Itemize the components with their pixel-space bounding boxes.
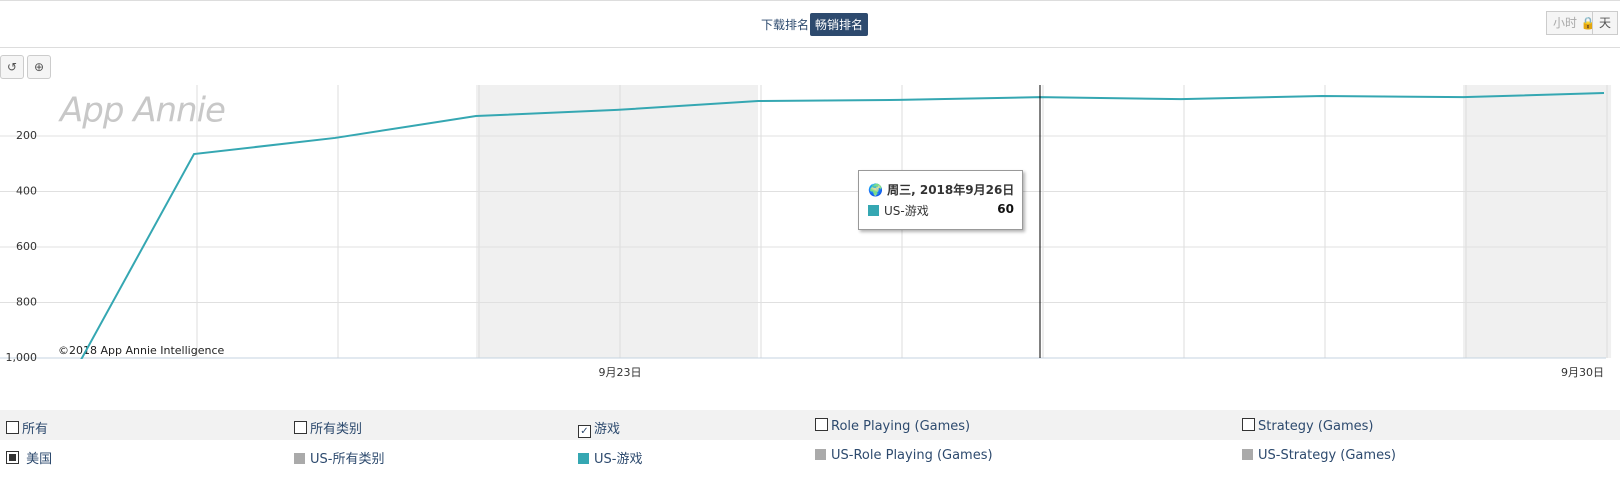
- legend-item[interactable]: US-Role Playing (Games): [815, 448, 993, 463]
- date: 周三, 2018年9月26日: [887, 183, 1015, 197]
- x-tick-label: 9月30日: [1561, 366, 1604, 379]
- series-line: [80, 91, 1605, 359]
- category-filter[interactable]: Strategy (Games): [1242, 418, 1373, 434]
- y-tick-label: 400: [16, 185, 37, 198]
- legend-item[interactable]: US-游戏: [578, 448, 642, 467]
- category-filter[interactable]: 所有类别: [294, 418, 362, 437]
- country-filter[interactable]: 美国: [6, 448, 52, 467]
- series-name: US-游戏: [884, 204, 929, 218]
- tooltip-date: 🌍 周三, 2018年9月26日: [868, 183, 1015, 197]
- tooltip-value: 60: [997, 202, 1014, 216]
- x-tick-label: 9月23日: [599, 366, 642, 379]
- category-filter[interactable]: ✓ 游戏: [578, 418, 620, 438]
- label: 游戏: [594, 422, 621, 437]
- day-button[interactable]: 天: [1592, 11, 1619, 35]
- label: Strategy (Games): [1258, 419, 1374, 434]
- label: US-所有类别: [310, 452, 385, 467]
- y-tick-label: 600: [16, 240, 37, 253]
- tab-active[interactable]: 畅销排名: [810, 13, 869, 36]
- checkbox: [1242, 418, 1255, 431]
- weekend-band: [476, 85, 758, 358]
- category-row: 所有 所有类别 ✓ 游戏 Role Playing (Games) Strateg…: [0, 410, 1620, 440]
- y-tick-label: 800: [16, 296, 37, 309]
- checkbox: [815, 418, 828, 431]
- label: 小时: [1553, 16, 1578, 30]
- watermark: App Annie: [58, 91, 225, 131]
- y-tick-label: 1,000: [6, 351, 38, 364]
- top-bar: [0, 0, 1620, 48]
- weekend-band: [1463, 85, 1612, 358]
- label: 所有类别: [310, 422, 363, 437]
- label: US-Role Playing (Games): [831, 448, 993, 463]
- checkbox: [6, 451, 19, 464]
- checkbox: [6, 421, 19, 434]
- label: US-游戏: [594, 452, 643, 467]
- legend-item[interactable]: US-Strategy (Games): [1242, 448, 1396, 463]
- y-tick-label: 200: [16, 129, 37, 142]
- tooltip-series: US-游戏: [868, 202, 929, 219]
- legend-item[interactable]: US-所有类别: [294, 448, 384, 467]
- category-filter[interactable]: 所有: [6, 418, 48, 437]
- swatch: [578, 453, 589, 464]
- tooltip: 🌍 周三, 2018年9月26日 US-游戏 60: [858, 170, 1023, 230]
- checkbox: ✓: [578, 425, 591, 438]
- zoom-button[interactable]: ⊕: [27, 55, 51, 79]
- label: Role Playing (Games): [831, 419, 971, 434]
- reset-button[interactable]: ↺: [0, 55, 24, 79]
- category-filter[interactable]: Role Playing (Games): [815, 418, 970, 434]
- label: US-Strategy (Games): [1258, 448, 1396, 463]
- credit: ©2018 App Annie Intelligence: [58, 344, 225, 357]
- tab[interactable]: 下载排名: [761, 18, 810, 32]
- label: 所有: [22, 422, 49, 437]
- checkbox: [294, 421, 307, 434]
- label: 美国: [26, 452, 53, 467]
- swatch: [1242, 449, 1253, 460]
- chart: App Annie ©2018 App Annie Intelligence 2…: [0, 85, 1612, 379]
- series-row: 美国 US-所有类别 US-游戏 US-Role Playing (Games)…: [0, 440, 1620, 470]
- swatch: [868, 205, 879, 216]
- swatch: [815, 449, 826, 460]
- swatch: [294, 453, 305, 464]
